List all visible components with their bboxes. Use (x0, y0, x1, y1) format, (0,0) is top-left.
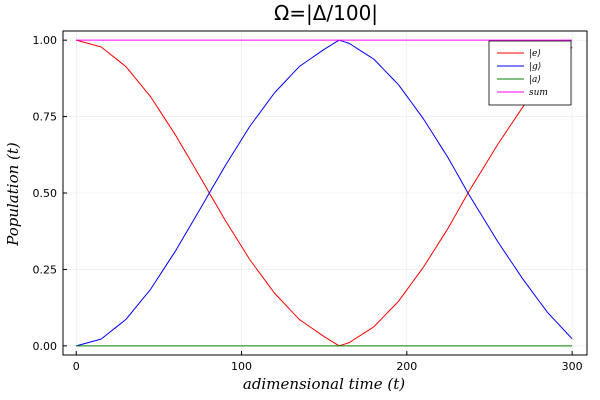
y-tick-label: 0.25 (33, 263, 58, 276)
legend-box (488, 40, 572, 106)
x-tick-label: 100 (231, 360, 252, 373)
legend-label-g: |g⟩ (529, 62, 541, 72)
x-tick-label: 300 (562, 360, 583, 373)
legend-label-e: |e⟩ (529, 49, 541, 59)
x-tick-label: 0 (73, 360, 80, 373)
series-lines (76, 39, 573, 347)
legend-label-sum: sum (529, 88, 548, 98)
y-axis-label: Population (t) (4, 142, 22, 247)
y-tick-label: 0.75 (33, 111, 58, 124)
y-tick-label: 0.50 (33, 187, 58, 200)
legend: |e⟩ |g⟩ |a⟩ sum (488, 40, 572, 106)
y-tick-label: 1.00 (33, 34, 58, 47)
chart-title: Ω=|Δ/100| (274, 1, 378, 25)
series-line-g (76, 39, 573, 347)
series-line-e (76, 39, 573, 347)
x-axis-label: adimensional time (t) (243, 375, 405, 393)
x-tick-label: 200 (396, 360, 417, 373)
y-tick-label: 0.00 (33, 340, 58, 353)
y-tick-labels: 0.00 0.25 0.50 0.75 1.00 (33, 34, 67, 353)
x-tick-labels: 0 100 200 300 (73, 351, 583, 373)
legend-label-a: |a⟩ (529, 75, 541, 85)
